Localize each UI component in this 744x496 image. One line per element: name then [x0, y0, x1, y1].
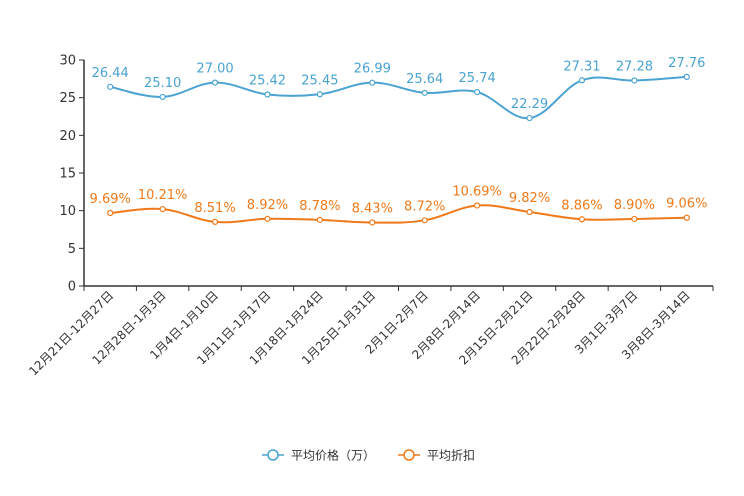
data-point[interactable]: [316, 91, 323, 98]
legend-item-2[interactable]: 平均折扣: [398, 448, 475, 463]
data-point[interactable]: [421, 217, 428, 224]
data-point[interactable]: [526, 114, 533, 122]
data-labels: 26.44 25.10 27.00 25.42 25.45 26.99 25.64 25.74…: [90, 56, 708, 217]
data-point[interactable]: [211, 79, 219, 86]
y-tick-label: 0: [68, 280, 76, 295]
data-label: 8.92%: [247, 198, 288, 213]
data-label: 8.72%: [404, 199, 445, 214]
data-point[interactable]: [159, 93, 166, 101]
data-label: 10.21%: [138, 188, 188, 203]
data-label: 8.51%: [194, 201, 235, 216]
data-label: 8.43%: [352, 201, 393, 216]
legend-item-1[interactable]: 平均价格（万）: [262, 448, 375, 463]
data-point[interactable]: [474, 202, 481, 209]
data-point[interactable]: [316, 216, 323, 223]
data-point[interactable]: [578, 77, 586, 84]
data-label: 10.69%: [452, 184, 502, 199]
data-point[interactable]: [369, 79, 376, 86]
data-point[interactable]: [159, 205, 166, 213]
data-label: 8.90%: [614, 198, 655, 213]
data-label: 27.31: [563, 59, 600, 74]
legend-marker: [267, 449, 279, 461]
data-label: 25.64: [406, 72, 443, 87]
data-point[interactable]: [631, 215, 638, 223]
data-label: 25.74: [459, 71, 496, 86]
data-label: 9.82%: [509, 191, 550, 206]
data-point[interactable]: [421, 89, 428, 96]
series-layer: [107, 73, 690, 226]
data-label: 8.78%: [299, 199, 340, 214]
y-tick-label: 15: [59, 167, 76, 182]
y-tick-label: 30: [59, 54, 76, 69]
data-label: 9.06%: [666, 197, 707, 212]
data-label: 27.00: [196, 62, 233, 77]
data-label: 25.45: [301, 73, 338, 88]
data-label: 27.28: [616, 59, 653, 74]
series-2: [107, 202, 690, 226]
data-label: 8.86%: [561, 198, 602, 213]
data-point[interactable]: [631, 77, 638, 84]
data-point[interactable]: [264, 91, 271, 98]
series-1: [107, 73, 690, 122]
y-tick-label: 10: [59, 204, 76, 219]
data-point[interactable]: [683, 73, 690, 80]
series-line: [110, 75, 687, 120]
data-label: 26.99: [354, 62, 391, 77]
data-label: 25.10: [144, 76, 181, 91]
data-point[interactable]: [578, 216, 586, 223]
y-tick-label: 20: [59, 129, 76, 144]
data-label: 9.69%: [90, 192, 131, 207]
y-tick-label: 25: [59, 91, 76, 106]
data-point[interactable]: [107, 209, 114, 217]
data-label: 22.29: [511, 97, 548, 112]
x-tick-label: 12月21日-12月27日: [26, 288, 116, 378]
legend-label: 平均折扣: [427, 448, 475, 463]
legend[interactable]: 平均价格（万） 平均折扣: [262, 448, 475, 463]
data-point[interactable]: [264, 215, 271, 222]
data-point[interactable]: [211, 218, 219, 225]
y-tick-label: 5: [68, 242, 76, 257]
legend-marker: [403, 449, 415, 461]
series-line: [110, 204, 687, 224]
data-point[interactable]: [369, 219, 376, 226]
legend-label: 平均价格（万）: [291, 448, 375, 463]
data-point[interactable]: [107, 83, 114, 90]
data-point[interactable]: [474, 88, 481, 96]
data-label: 25.42: [249, 74, 286, 89]
data-label: 26.44: [92, 66, 129, 81]
data-point[interactable]: [526, 208, 533, 216]
data-label: 27.76: [668, 56, 705, 71]
data-point[interactable]: [683, 214, 690, 221]
